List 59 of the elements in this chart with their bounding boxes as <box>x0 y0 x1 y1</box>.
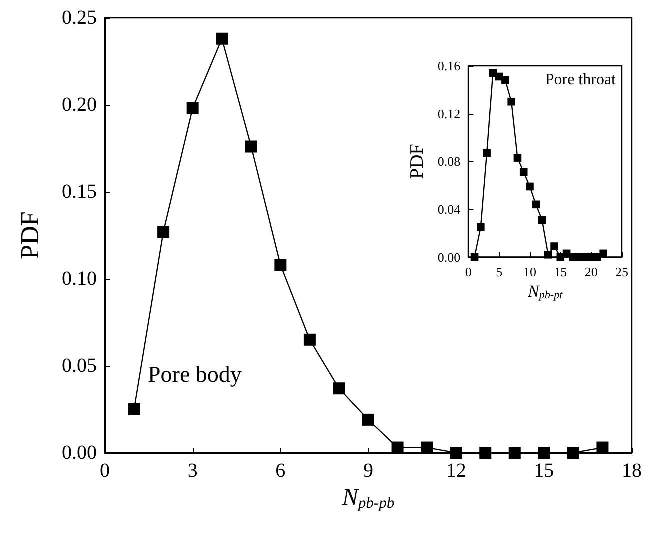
point <box>158 226 170 238</box>
point <box>470 253 479 262</box>
x-tick-label: 9 <box>364 460 374 482</box>
x-tick-label: 6 <box>276 460 286 482</box>
y-tick-label: 0.20 <box>62 94 97 116</box>
y-tick-label: 0.16 <box>438 58 462 74</box>
y-tick-label: 0.15 <box>62 181 97 203</box>
point <box>421 442 434 454</box>
y-tick-label: 0.04 <box>438 202 462 217</box>
point <box>483 149 491 158</box>
y-tick-label: 0.00 <box>438 250 461 265</box>
x-tick-label: 25 <box>616 264 628 280</box>
point <box>274 259 287 272</box>
x-tick-label: 0 <box>100 460 110 482</box>
point <box>392 442 404 454</box>
point <box>600 250 608 258</box>
point <box>128 404 140 416</box>
point <box>538 216 546 224</box>
point <box>526 182 534 191</box>
point <box>333 382 346 395</box>
annotation: Pore body <box>148 362 242 387</box>
point <box>544 250 552 259</box>
point <box>362 414 374 426</box>
point <box>508 98 516 106</box>
x-tick-label: 18 <box>622 460 642 482</box>
y-tick-label: 0.08 <box>438 154 461 170</box>
point <box>550 242 558 250</box>
point <box>508 447 521 459</box>
point <box>596 442 609 454</box>
y-axis-title: PDF <box>407 144 428 180</box>
point <box>567 447 580 459</box>
x-tick-label: 15 <box>554 264 568 280</box>
point <box>520 168 528 176</box>
x-tick-label: 20 <box>584 264 598 280</box>
y-tick-label: 0.12 <box>438 106 461 122</box>
point <box>538 447 550 459</box>
annotation: Pore throat <box>545 72 617 88</box>
point <box>304 334 316 346</box>
y-tick-label: 0.05 <box>62 355 97 377</box>
y-axis-title: PDF <box>16 212 44 260</box>
x-tick-label: 0 <box>465 264 472 280</box>
point <box>186 102 199 114</box>
y-tick-label: 0.25 <box>62 7 97 29</box>
point <box>532 200 540 209</box>
point <box>514 154 522 162</box>
y-tick-label: 0.00 <box>62 442 97 464</box>
x-tick-label: 10 <box>523 264 536 280</box>
x-tick-label: 3 <box>188 460 198 482</box>
x-tick-label: 12 <box>446 460 466 482</box>
x-tick-label: 5 <box>496 264 503 280</box>
x-tick-label: 15 <box>534 460 554 482</box>
x-axis-title: Npb-pt <box>526 282 564 302</box>
point <box>245 140 258 153</box>
point <box>480 447 492 459</box>
point <box>502 76 510 84</box>
point <box>477 223 485 232</box>
point <box>216 32 228 45</box>
point <box>450 447 462 459</box>
y-tick-label: 0.10 <box>62 268 97 290</box>
